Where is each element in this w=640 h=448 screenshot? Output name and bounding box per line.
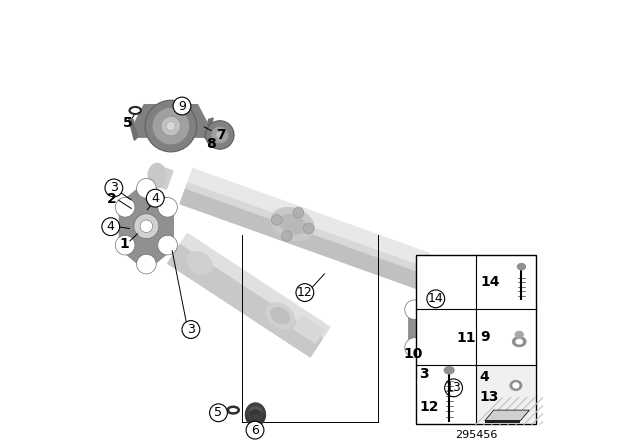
Circle shape	[115, 235, 135, 255]
Text: 4: 4	[479, 370, 489, 384]
Circle shape	[209, 404, 227, 422]
Polygon shape	[168, 233, 330, 357]
Circle shape	[211, 126, 228, 144]
Ellipse shape	[516, 340, 522, 344]
Text: 5: 5	[123, 116, 132, 130]
Text: 3: 3	[187, 323, 195, 336]
Text: 5: 5	[214, 406, 223, 419]
Circle shape	[429, 323, 442, 335]
Text: 3: 3	[419, 366, 429, 381]
Text: 6: 6	[251, 424, 259, 437]
Circle shape	[447, 300, 467, 319]
Ellipse shape	[280, 215, 305, 234]
Polygon shape	[180, 190, 421, 289]
Circle shape	[426, 357, 445, 376]
Polygon shape	[293, 315, 324, 343]
Text: 4: 4	[151, 192, 159, 205]
Polygon shape	[168, 233, 330, 357]
Circle shape	[404, 300, 424, 319]
Text: 12: 12	[297, 286, 313, 299]
FancyBboxPatch shape	[416, 255, 536, 424]
Circle shape	[423, 316, 448, 341]
Ellipse shape	[513, 383, 519, 388]
Ellipse shape	[148, 164, 166, 188]
Polygon shape	[484, 420, 520, 423]
Ellipse shape	[444, 366, 454, 374]
Polygon shape	[180, 233, 330, 338]
Ellipse shape	[251, 409, 260, 419]
Circle shape	[246, 421, 264, 439]
Text: 13: 13	[445, 381, 461, 394]
Polygon shape	[409, 284, 463, 373]
Ellipse shape	[188, 252, 212, 274]
Circle shape	[102, 218, 120, 236]
Circle shape	[166, 121, 175, 130]
Polygon shape	[188, 168, 429, 267]
Circle shape	[282, 231, 292, 241]
Circle shape	[205, 121, 234, 149]
Polygon shape	[484, 410, 529, 421]
Ellipse shape	[510, 380, 522, 390]
Text: 8: 8	[206, 137, 216, 151]
Polygon shape	[185, 183, 424, 274]
Ellipse shape	[513, 337, 526, 347]
Polygon shape	[168, 245, 323, 357]
Circle shape	[296, 284, 314, 302]
Ellipse shape	[518, 263, 525, 270]
Ellipse shape	[245, 403, 266, 426]
Circle shape	[105, 179, 123, 197]
Circle shape	[147, 189, 164, 207]
Text: 9: 9	[178, 99, 186, 112]
Text: 12: 12	[419, 401, 439, 414]
FancyBboxPatch shape	[477, 366, 535, 423]
Circle shape	[136, 254, 156, 274]
Text: 3: 3	[110, 181, 118, 194]
Ellipse shape	[515, 332, 524, 338]
Circle shape	[303, 223, 314, 234]
Text: 14: 14	[480, 275, 500, 289]
Circle shape	[427, 290, 445, 308]
Polygon shape	[129, 118, 138, 140]
Text: 11: 11	[456, 331, 476, 345]
Circle shape	[140, 220, 152, 233]
Polygon shape	[120, 182, 173, 271]
Circle shape	[115, 198, 135, 217]
Circle shape	[158, 235, 177, 255]
Circle shape	[173, 97, 191, 115]
Text: 7: 7	[216, 128, 226, 142]
Circle shape	[136, 179, 156, 198]
Ellipse shape	[248, 407, 262, 422]
Circle shape	[182, 321, 200, 338]
Ellipse shape	[420, 259, 442, 288]
Ellipse shape	[271, 308, 289, 324]
Circle shape	[161, 116, 180, 136]
Polygon shape	[204, 118, 213, 140]
Circle shape	[293, 207, 304, 218]
Circle shape	[134, 214, 159, 239]
Circle shape	[158, 198, 177, 217]
Circle shape	[145, 100, 196, 152]
Text: 295456: 295456	[454, 431, 497, 440]
Text: 4: 4	[107, 220, 115, 233]
Ellipse shape	[271, 208, 314, 241]
Text: 1: 1	[119, 237, 129, 251]
Polygon shape	[135, 105, 207, 137]
Text: 10: 10	[404, 347, 423, 361]
Text: 14: 14	[428, 292, 444, 305]
Polygon shape	[154, 166, 173, 190]
Circle shape	[445, 379, 463, 397]
Text: 9: 9	[480, 330, 490, 344]
Text: 13: 13	[479, 390, 499, 404]
Circle shape	[447, 338, 467, 358]
Circle shape	[271, 215, 282, 225]
Circle shape	[404, 338, 424, 358]
Circle shape	[216, 131, 223, 138]
Ellipse shape	[266, 303, 294, 328]
Text: 2: 2	[108, 192, 117, 206]
Ellipse shape	[425, 266, 436, 281]
Circle shape	[152, 108, 189, 145]
Circle shape	[426, 281, 445, 301]
